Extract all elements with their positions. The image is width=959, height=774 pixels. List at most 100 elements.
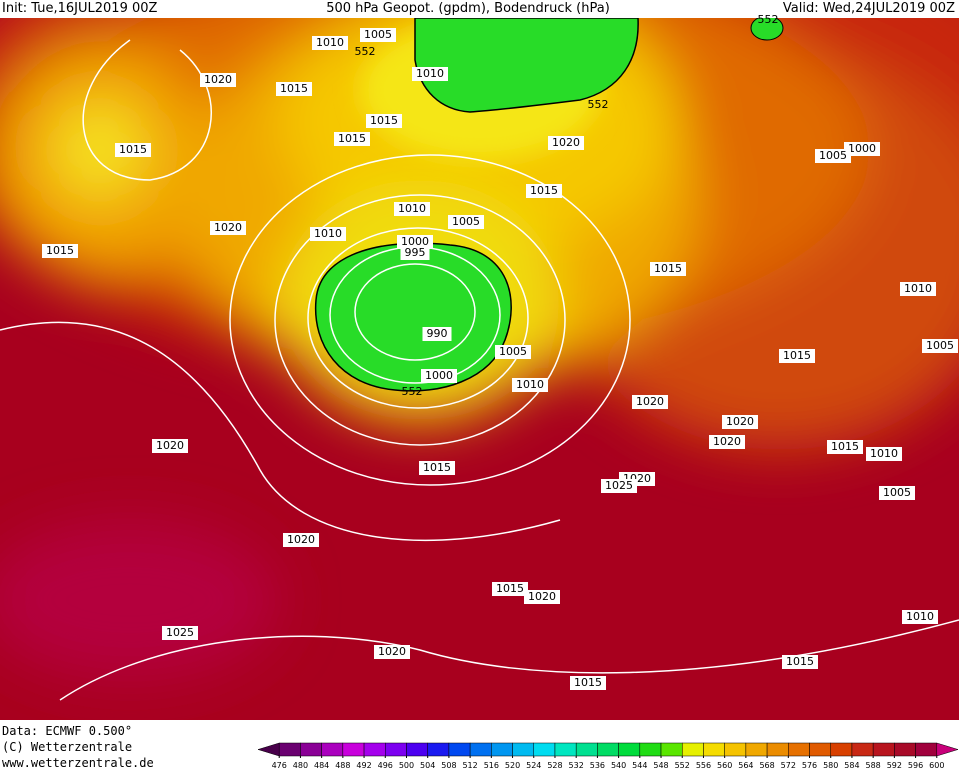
colorbar-bin bbox=[385, 742, 407, 757]
label-box bbox=[283, 533, 319, 547]
colorbar-label: 520 bbox=[505, 761, 520, 770]
colorbar-bin bbox=[639, 742, 662, 757]
colorbar-bin bbox=[278, 742, 301, 757]
label-box bbox=[200, 73, 236, 87]
colorbar-over bbox=[936, 742, 959, 757]
colorbar-label: 496 bbox=[378, 761, 393, 770]
label-box bbox=[419, 461, 455, 475]
label-box bbox=[495, 345, 531, 359]
label-box bbox=[115, 143, 151, 157]
isobar-label: 1005 bbox=[452, 215, 480, 228]
isobar-label: 552 bbox=[588, 98, 609, 111]
colorbar-label: 592 bbox=[887, 761, 902, 770]
label-box bbox=[397, 235, 433, 249]
colorbar-label: 512 bbox=[462, 761, 477, 770]
colorbar-label: 588 bbox=[866, 761, 881, 770]
isobar-label: 1020 bbox=[287, 533, 315, 546]
isobar-label: 1015 bbox=[423, 461, 451, 474]
map-field bbox=[0, 18, 959, 720]
label-box bbox=[782, 655, 818, 669]
colorbar-bin bbox=[469, 742, 492, 757]
isobar-label: 1015 bbox=[496, 582, 524, 595]
isobar-label: 1010 bbox=[906, 610, 934, 623]
label-box bbox=[570, 676, 606, 690]
isobar-label: 1010 bbox=[316, 36, 344, 49]
colorbar-bin bbox=[554, 742, 577, 757]
label-box bbox=[422, 327, 452, 341]
isobar-label: 1015 bbox=[574, 676, 602, 689]
colorbar-bin bbox=[745, 742, 768, 757]
label-box bbox=[42, 244, 78, 258]
isobar-label: 990 bbox=[427, 327, 448, 340]
isobar-label: 1005 bbox=[364, 28, 392, 41]
isobar-label: 1025 bbox=[166, 626, 194, 639]
label-box bbox=[374, 645, 410, 659]
colorbar-label: 572 bbox=[781, 761, 796, 770]
label-box bbox=[709, 435, 745, 449]
isobar-label: 552 bbox=[355, 45, 376, 58]
label-box bbox=[310, 227, 346, 241]
isobar-label: 1000 bbox=[425, 369, 453, 382]
colorbar-bin bbox=[533, 742, 556, 757]
isobar-label: 1020 bbox=[214, 221, 242, 234]
colorbar-bin bbox=[915, 742, 938, 757]
isobar-label: 1005 bbox=[499, 345, 527, 358]
label-box bbox=[866, 447, 902, 461]
label-box bbox=[524, 590, 560, 604]
colorbar-label: 568 bbox=[759, 761, 774, 770]
colorbar-label: 488 bbox=[335, 761, 350, 770]
colorbar-bin bbox=[830, 742, 853, 757]
label-box bbox=[526, 184, 562, 198]
isobar-label: 1015 bbox=[370, 114, 398, 127]
isobar-label: 1020 bbox=[156, 439, 184, 452]
isobar-label: 995 bbox=[405, 246, 426, 259]
isobar-label: 1005 bbox=[819, 149, 847, 162]
label-box bbox=[492, 582, 528, 596]
isobar-label: 1000 bbox=[401, 235, 429, 248]
label-box bbox=[779, 349, 815, 363]
isobar-label: 1000 bbox=[848, 142, 876, 155]
colorbar-label: 480 bbox=[293, 761, 308, 770]
label-box bbox=[210, 221, 246, 235]
label-box bbox=[902, 610, 938, 624]
colorbar-bin bbox=[448, 742, 471, 757]
isobar-label: 1020 bbox=[528, 590, 556, 603]
isobar-label: 1010 bbox=[870, 447, 898, 460]
colorbar-bin bbox=[363, 742, 386, 757]
map-title: 500 hPa Geopot. (gpdm), Bodendruck (hPa) bbox=[326, 1, 610, 16]
label-box bbox=[152, 439, 188, 453]
colorbar-bin bbox=[681, 742, 704, 757]
isobar-label: 552 bbox=[402, 385, 423, 398]
colorbar-label: 524 bbox=[526, 761, 541, 770]
label-box bbox=[312, 36, 348, 50]
isobar-label: 1005 bbox=[883, 486, 911, 499]
colorbar-label: 476 bbox=[272, 761, 287, 770]
colorbar-bin bbox=[342, 742, 365, 757]
isobar-label: 1015 bbox=[280, 82, 308, 95]
label-box bbox=[394, 202, 430, 216]
colorbar-bin bbox=[512, 742, 535, 757]
colorbar-bin bbox=[427, 742, 450, 757]
isobar-label: 1015 bbox=[338, 132, 366, 145]
isobar-label: 1010 bbox=[314, 227, 342, 240]
label-box bbox=[601, 479, 637, 493]
colorbar-bin bbox=[809, 742, 831, 757]
label-box bbox=[162, 626, 198, 640]
label-box bbox=[366, 114, 402, 128]
website: www.wetterzentrale.de bbox=[2, 756, 154, 770]
colorbar-label: 500 bbox=[399, 761, 414, 770]
label-box bbox=[548, 136, 584, 150]
colorbar-bin bbox=[597, 742, 619, 757]
label-box bbox=[827, 440, 863, 454]
colorbar-bin bbox=[300, 742, 322, 757]
colorbar-bin bbox=[660, 742, 683, 757]
label-box bbox=[448, 215, 484, 229]
isobar-label: 1025 bbox=[605, 479, 633, 492]
colorbar-label: 584 bbox=[844, 761, 859, 770]
colorbar-label: 504 bbox=[420, 761, 435, 770]
colorbar-bin bbox=[766, 742, 789, 757]
init-time: Init: Tue,16JUL2019 00Z bbox=[2, 1, 158, 16]
isobar-label: 1015 bbox=[530, 184, 558, 197]
isobar-label: 1010 bbox=[904, 282, 932, 295]
